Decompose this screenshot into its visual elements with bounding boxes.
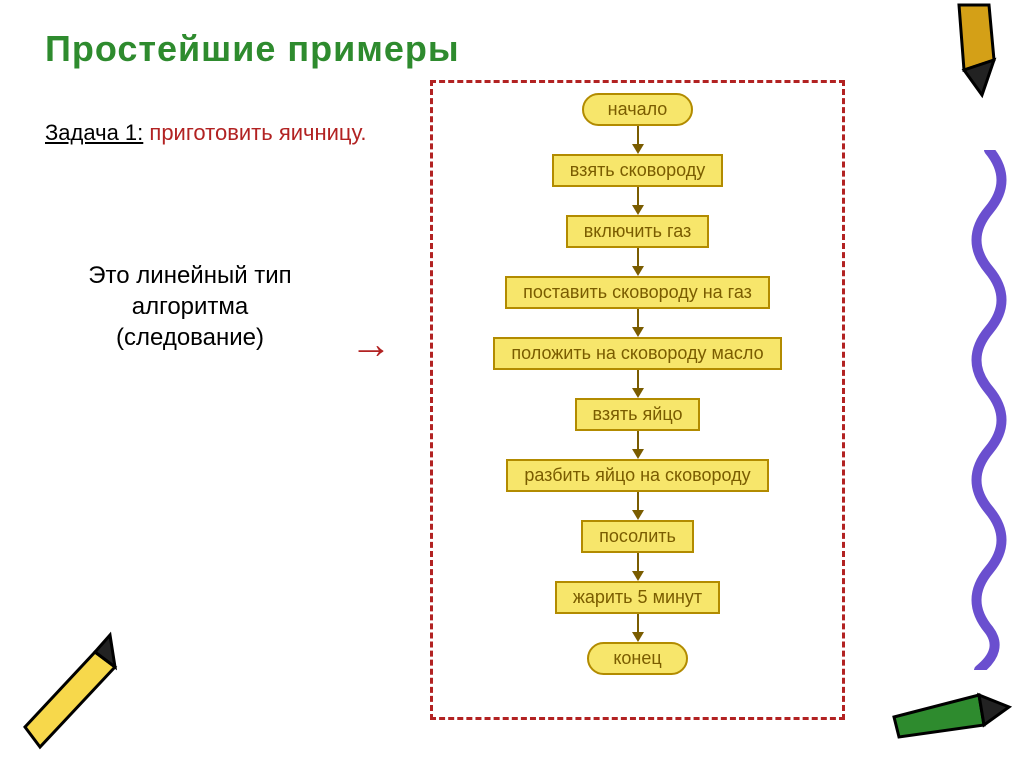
flowchart-node-4: положить на сковороду масло xyxy=(493,337,781,370)
flow-arrow-8 xyxy=(632,614,644,642)
algo-line-1: Это линейный тип xyxy=(40,260,340,291)
flowchart-container: начало взять сковороду включить газ постави… xyxy=(430,80,845,720)
task-line: Задача 1: приготовить яичницу. xyxy=(45,120,366,146)
flowchart-node-6: разбить яйцо на сковороду xyxy=(506,459,768,492)
flowchart-node-0: начало xyxy=(582,93,694,126)
flowchart-node-8: жарить 5 минут xyxy=(555,581,720,614)
flow-arrow-0 xyxy=(632,126,644,154)
flow-arrow-1 xyxy=(632,187,644,215)
page-title: Простейшие примеры xyxy=(45,28,460,70)
flowchart-node-7: посолить xyxy=(581,520,694,553)
algo-line-2: алгоритма xyxy=(40,291,340,322)
flow-arrow-7 xyxy=(632,553,644,581)
algo-line-3: (следование) xyxy=(40,322,340,353)
task-label: Задача 1: xyxy=(45,120,143,145)
pointer-arrow: → xyxy=(350,320,392,368)
pencil-decoration-green xyxy=(884,677,1014,747)
flow-arrow-6 xyxy=(632,492,644,520)
flow-arrow-5 xyxy=(632,431,644,459)
flowchart-node-3: поставить сковороду на газ xyxy=(505,276,770,309)
flowchart-node-9: конец xyxy=(587,642,687,675)
pencil-decoration-yellow xyxy=(10,627,140,757)
title-text: Простейшие примеры xyxy=(45,28,460,69)
flowchart-node-1: взять сковороду xyxy=(552,154,724,187)
flow-arrow-2 xyxy=(632,248,644,276)
pencil-decoration-top-right xyxy=(934,0,1004,100)
flow-arrow-4 xyxy=(632,370,644,398)
flowchart-node-5: взять яйцо xyxy=(575,398,701,431)
flowchart: начало взять сковороду включить газ постави… xyxy=(433,83,842,675)
flowchart-node-2: включить газ xyxy=(566,215,710,248)
flow-arrow-3 xyxy=(632,309,644,337)
task-text: приготовить яичницу. xyxy=(149,120,366,145)
squiggle-decoration xyxy=(959,150,1019,670)
algorithm-description: Это линейный тип алгоритма (следование) xyxy=(40,260,340,354)
